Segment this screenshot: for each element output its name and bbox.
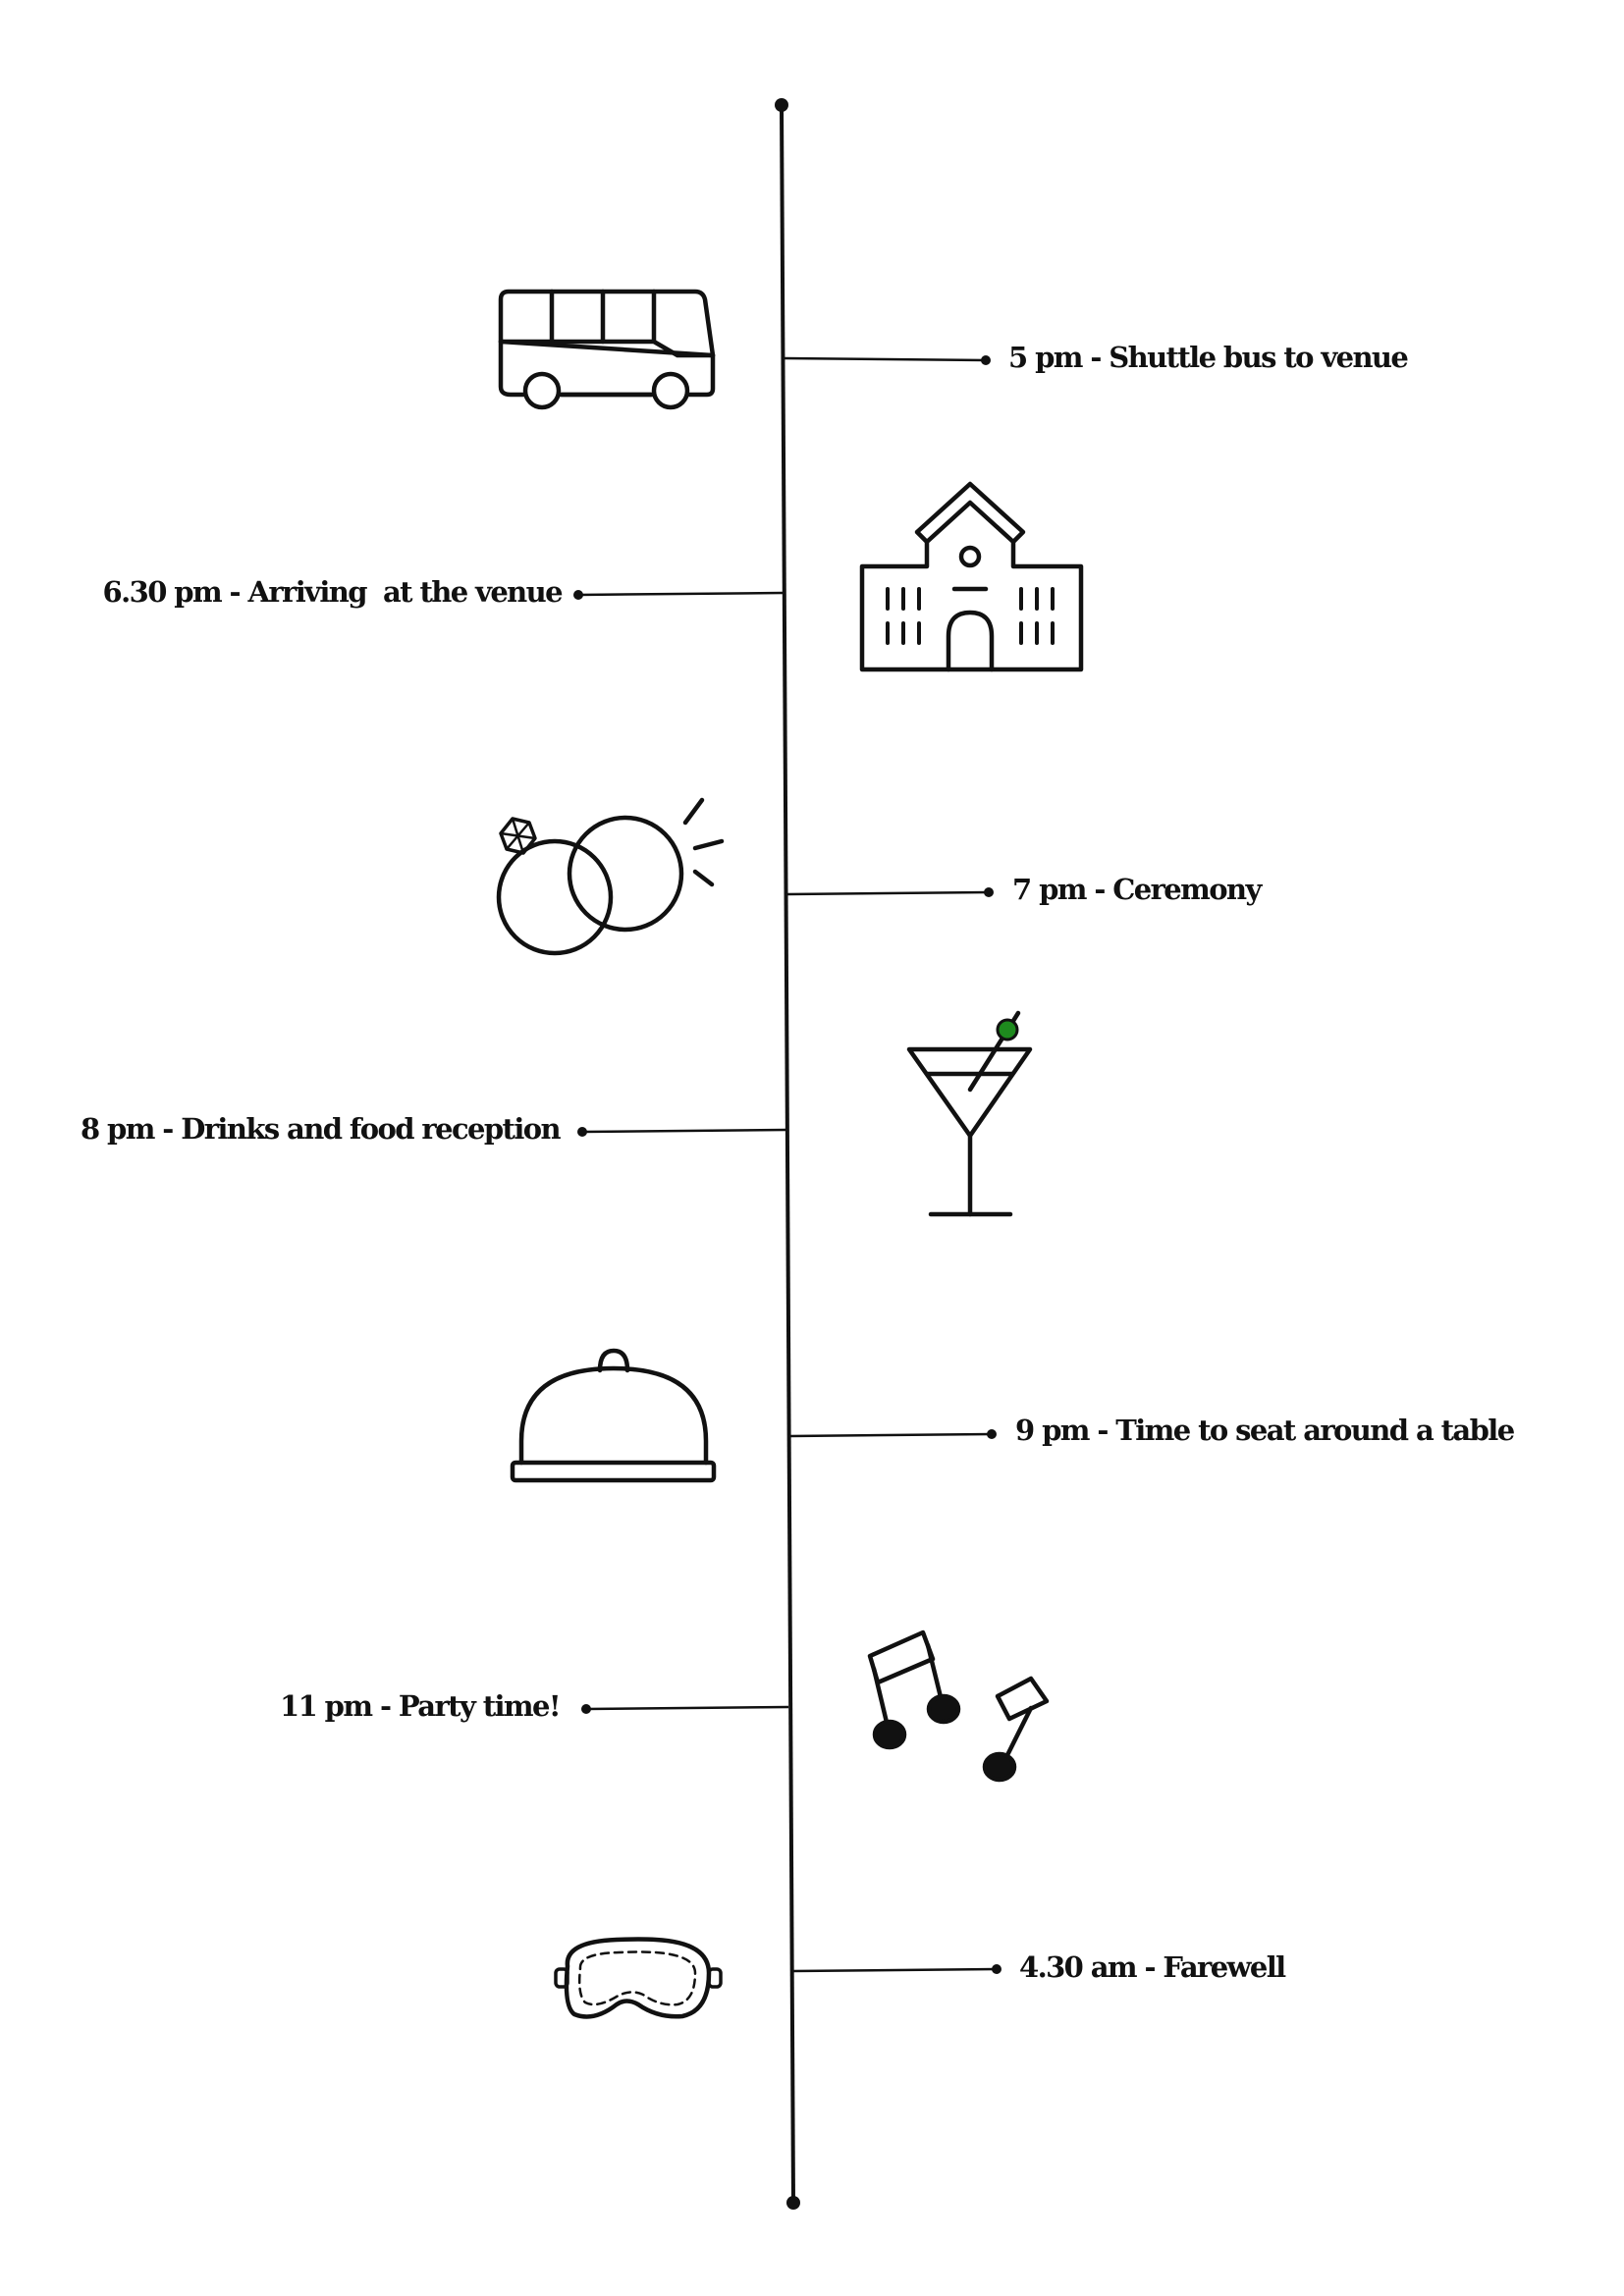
wedding-rings-icon (496, 797, 725, 956)
timeline-start-dot (775, 98, 788, 112)
connector-4 (577, 1127, 786, 1137)
serving-cloche-icon (510, 1348, 717, 1483)
event-label-party: 11 pm - Party time! (280, 1689, 562, 1723)
timeline-axis (775, 98, 800, 2210)
timeline-end-dot (786, 2196, 800, 2210)
venue-building-icon (859, 481, 1084, 672)
connector-1 (784, 355, 991, 365)
event-label-ceremony: 7 pm - Ceremony (1012, 873, 1262, 906)
connector-2 (573, 590, 784, 600)
connector-5 (789, 1429, 997, 1439)
event-label-drinks-reception: 8 pm - Drinks and food reception (80, 1112, 562, 1146)
timeline-line (780, 104, 795, 2204)
bus-icon (498, 289, 716, 410)
event-label-farewell: 4.30 am - Farewell (1019, 1950, 1286, 1984)
connector-6 (581, 1704, 789, 1714)
sleep-mask-icon (554, 1937, 723, 2019)
connector-7 (792, 1964, 1001, 1974)
cocktail-glass-icon (906, 1010, 1033, 1217)
event-label-shuttle-bus: 5 pm - Shuttle bus to venue (1008, 341, 1409, 374)
event-label-seating: 9 pm - Time to seat around a table (1015, 1414, 1515, 1447)
music-notes-icon (867, 1629, 1050, 1783)
connectors (573, 355, 1001, 1974)
connector-3 (786, 887, 994, 897)
event-label-arriving: 6.30 pm - Arriving at the venue (102, 575, 564, 609)
